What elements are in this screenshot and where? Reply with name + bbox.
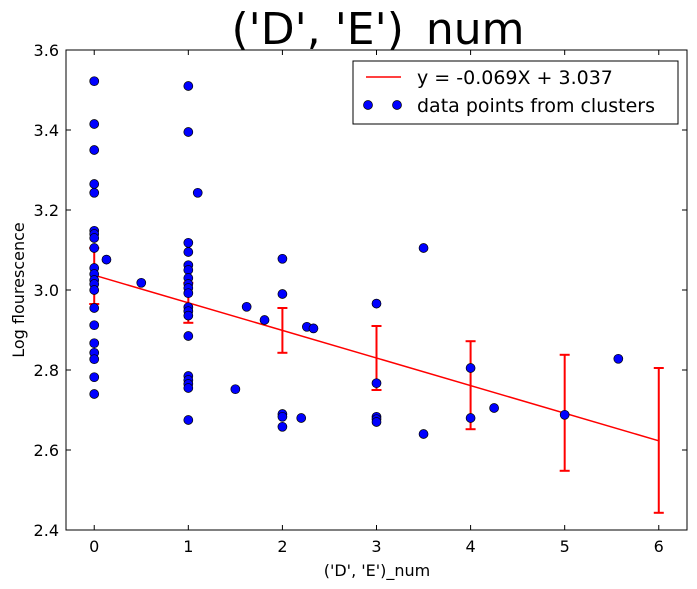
data-point bbox=[230, 384, 241, 395]
y-tick-label: 2.8 bbox=[34, 361, 59, 380]
data-point bbox=[89, 243, 100, 253]
data-point bbox=[371, 378, 382, 389]
data-point bbox=[89, 179, 100, 189]
data-point bbox=[371, 417, 382, 427]
data-point bbox=[308, 323, 319, 334]
data-point bbox=[89, 303, 100, 313]
data-point bbox=[89, 76, 100, 87]
legend-point-swatch bbox=[392, 100, 402, 110]
y-tick-label: 3.2 bbox=[34, 201, 59, 220]
x-tick-label: 5 bbox=[560, 537, 570, 556]
y-axis-label: Log flourescence bbox=[9, 222, 28, 358]
y-tick-label: 2.4 bbox=[34, 521, 59, 540]
data-point bbox=[89, 233, 100, 243]
data-point bbox=[183, 237, 194, 248]
legend-series-label: data points from clusters bbox=[417, 95, 655, 117]
data-point bbox=[465, 363, 476, 373]
legend-fit-label: y = -0.069X + 3.037 bbox=[417, 67, 613, 89]
x-axis-label: ('D', 'E')_num bbox=[324, 561, 431, 581]
data-point bbox=[183, 265, 194, 275]
data-point bbox=[89, 285, 100, 295]
data-point bbox=[296, 413, 307, 423]
data-point bbox=[192, 187, 203, 198]
data-point bbox=[277, 421, 288, 432]
data-point bbox=[89, 338, 100, 349]
data-point bbox=[418, 243, 429, 253]
data-point bbox=[89, 320, 100, 331]
data-point bbox=[241, 301, 252, 312]
data-point bbox=[183, 127, 194, 137]
x-axis-ticks: 0 1 2 3 4 5 6 bbox=[89, 50, 664, 556]
chart-title: ('D', 'E')_num bbox=[231, 4, 524, 55]
data-point bbox=[183, 288, 194, 299]
data-point bbox=[489, 403, 499, 413]
data-point bbox=[89, 354, 100, 365]
data-point bbox=[613, 353, 624, 364]
data-point bbox=[465, 413, 476, 423]
y-tick-label: 3.0 bbox=[34, 281, 59, 300]
plot-frame bbox=[65, 49, 688, 531]
data-point bbox=[277, 289, 288, 299]
x-tick-label: 6 bbox=[654, 537, 664, 556]
data-point bbox=[259, 315, 270, 325]
data-point bbox=[136, 277, 147, 288]
data-point bbox=[183, 247, 194, 257]
data-point bbox=[559, 409, 570, 420]
data-point bbox=[101, 254, 112, 265]
x-tick-label: 4 bbox=[465, 537, 475, 556]
legend: y = -0.069X + 3.037 data points from clu… bbox=[352, 60, 679, 125]
data-point bbox=[89, 389, 100, 399]
data-point bbox=[183, 81, 194, 91]
x-tick-label: 1 bbox=[183, 537, 193, 556]
data-points-layer bbox=[89, 76, 624, 439]
y-axis-ticks: 2.4 2.6 2.8 3.0 3.2 3.4 3.6 bbox=[34, 41, 687, 540]
x-tick-label: 3 bbox=[371, 537, 381, 556]
x-tick-label: 2 bbox=[277, 537, 287, 556]
data-point bbox=[183, 415, 194, 425]
y-tick-label: 2.6 bbox=[34, 441, 59, 460]
data-point bbox=[89, 145, 100, 155]
data-point bbox=[371, 298, 382, 309]
legend-point-swatch bbox=[363, 100, 373, 110]
y-tick-label: 3.4 bbox=[34, 121, 59, 140]
data-point bbox=[89, 187, 100, 198]
y-tick-label: 3.6 bbox=[34, 41, 59, 60]
data-point bbox=[277, 411, 288, 422]
data-point bbox=[89, 372, 100, 383]
data-point bbox=[183, 331, 194, 341]
data-point bbox=[89, 119, 100, 129]
data-point bbox=[277, 253, 288, 264]
data-point bbox=[183, 310, 194, 321]
data-point bbox=[183, 383, 194, 393]
data-point bbox=[418, 429, 429, 439]
plot-area: 0 1 2 3 4 5 6 2.4 2.6 2.8 3.0 3.2 3.4 3.6 bbox=[34, 41, 688, 556]
legend-box bbox=[352, 60, 679, 125]
x-tick-label: 0 bbox=[89, 537, 99, 556]
